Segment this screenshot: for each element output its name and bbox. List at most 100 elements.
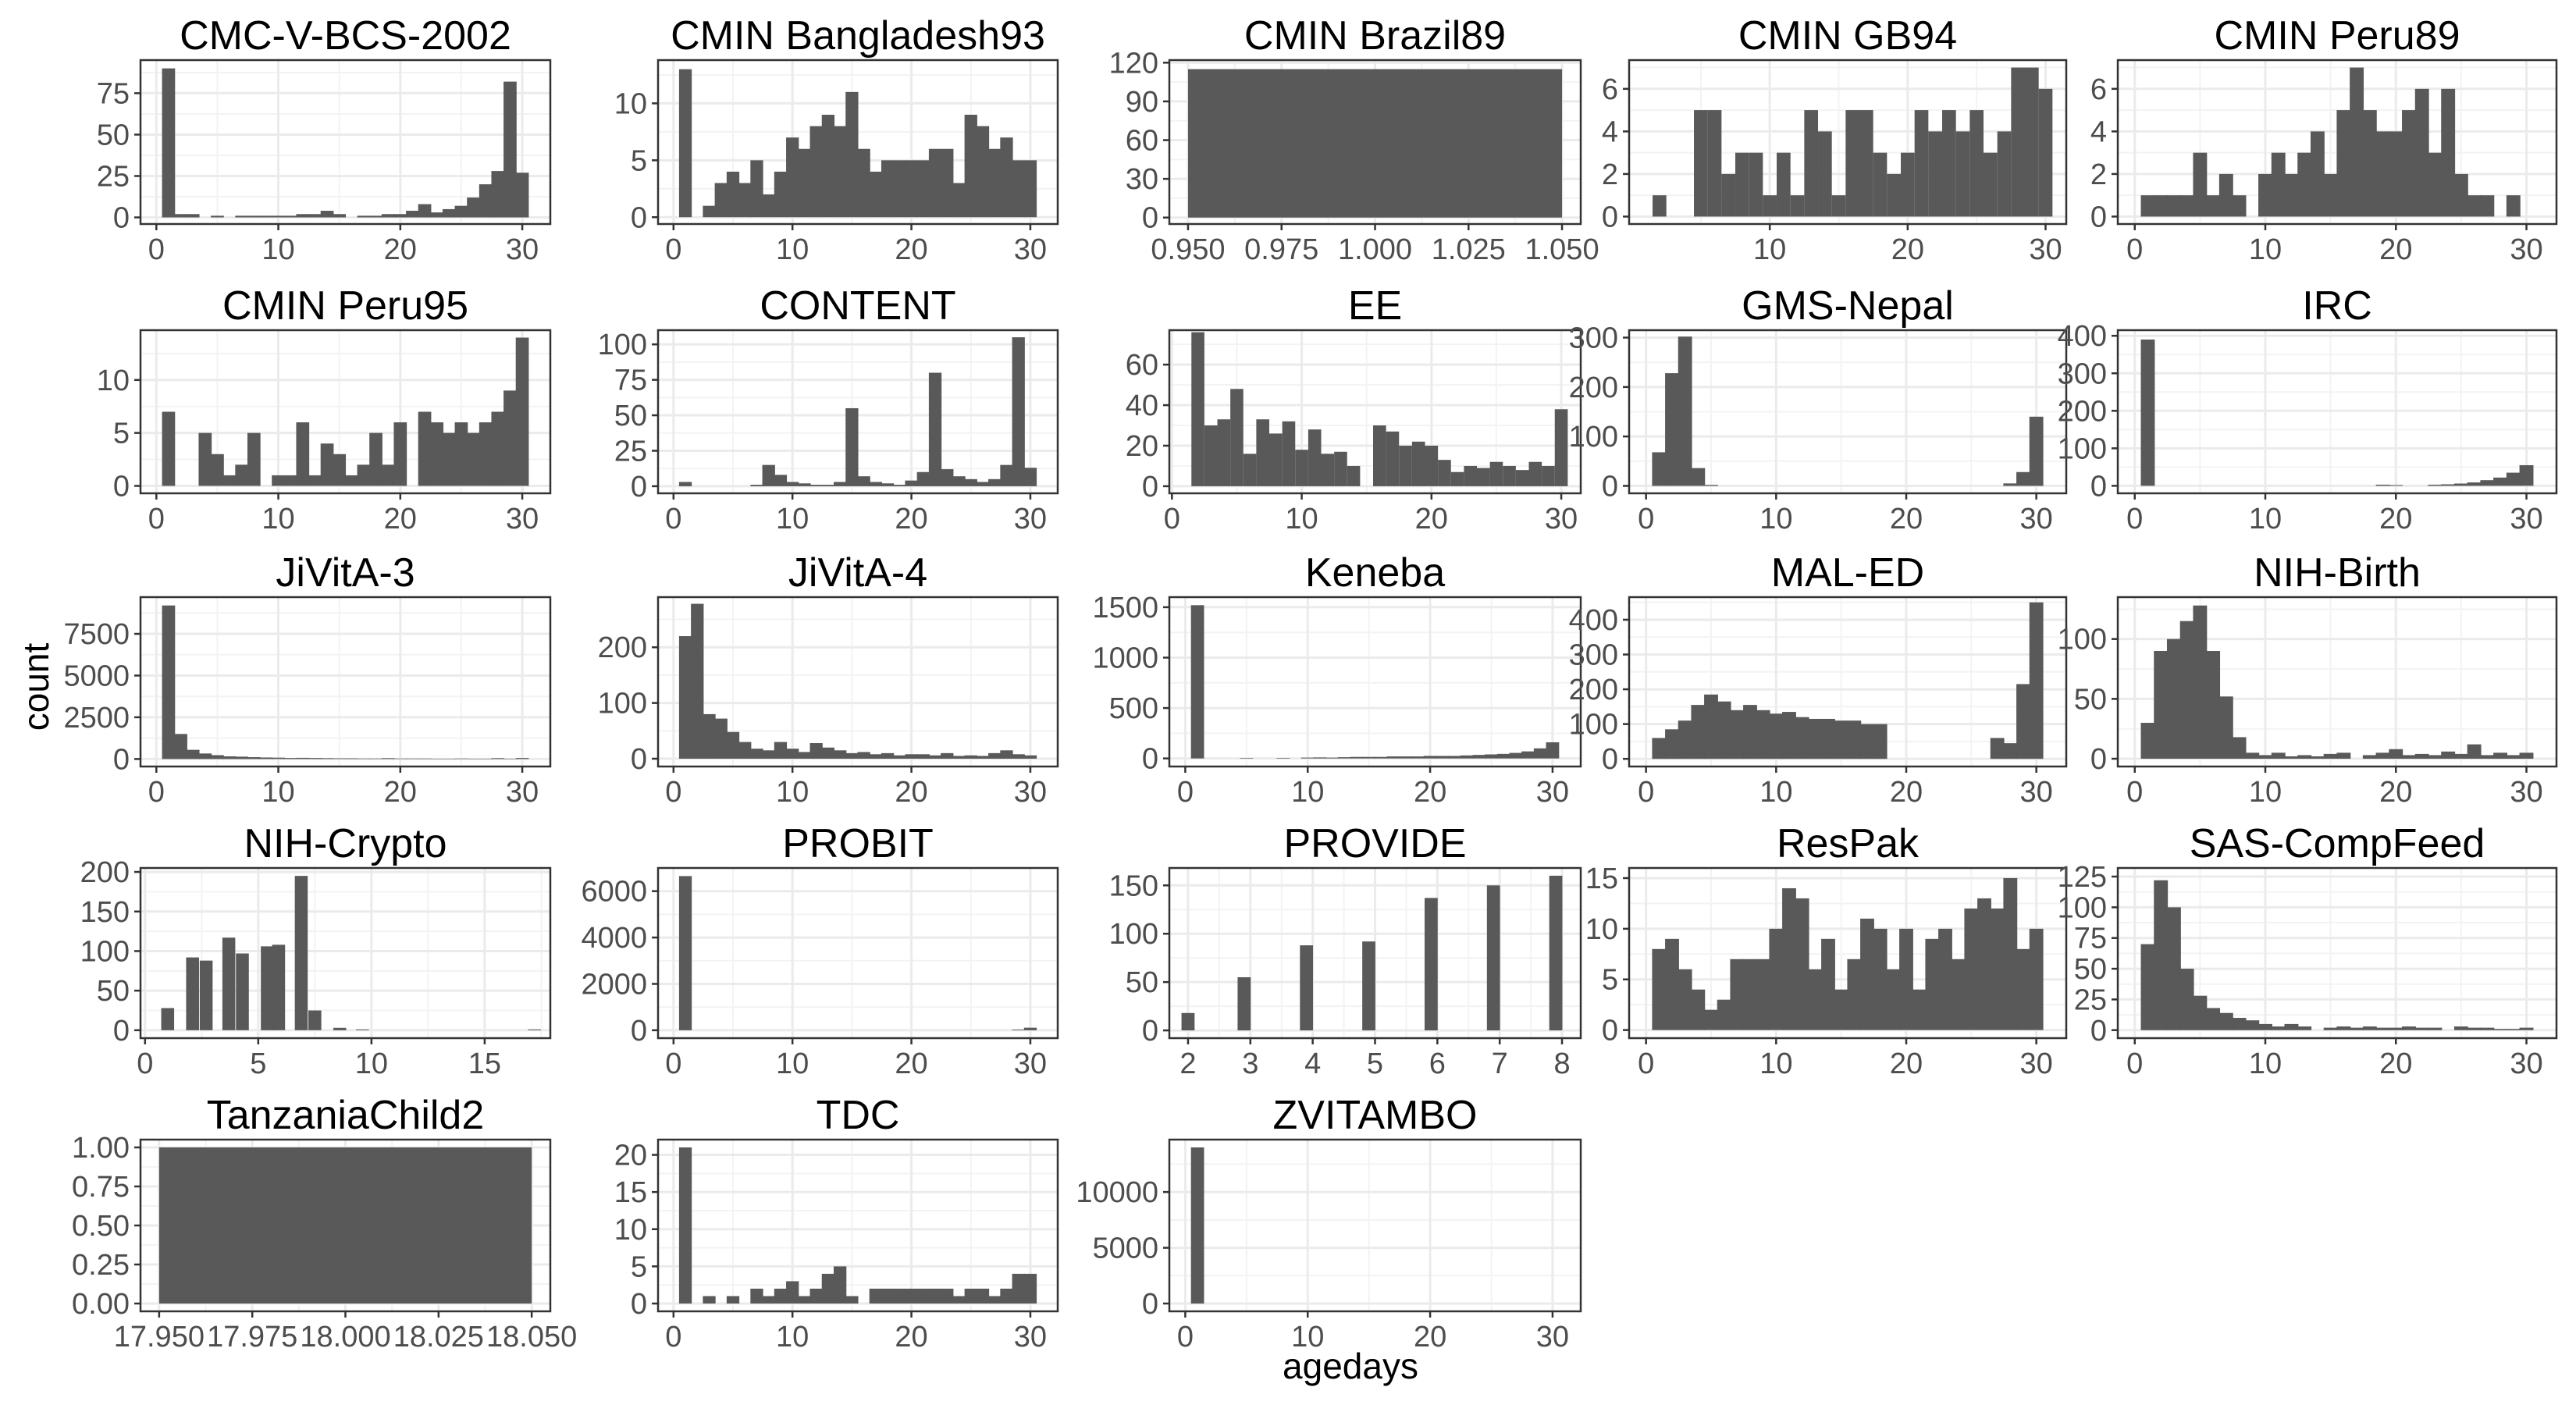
histogram-bar [726,731,740,759]
panel-border [2116,866,2558,1040]
histogram-bar [2506,472,2521,486]
panel-background [658,868,1058,1038]
histogram-bar [941,752,954,759]
histogram-bar [1717,999,1731,1030]
x-tick-label: 20 [895,503,927,535]
histogram-bar [198,432,212,486]
histogram-bar [1704,694,1718,759]
x-tick-label: 20 [2379,233,2412,266]
histogram-bar [726,171,740,218]
histogram-bar [381,464,395,486]
histogram-bar [1012,1273,1025,1304]
histogram-bar [1665,938,1679,1030]
histogram-bar [1282,421,1296,486]
histogram-bar [798,1296,811,1304]
histogram-bar [161,1008,175,1030]
y-tick-label: 0 [1142,1015,1158,1048]
x-tick-label: 4 [1304,1048,1321,1080]
y-tick-label: 200 [80,856,130,889]
histogram-bar [1204,425,1218,486]
x-tick-label: 20 [1890,776,1923,809]
histogram-bar [678,635,692,759]
panel-title: NIH-Birth [2254,550,2421,596]
histogram-bar [2206,651,2221,759]
x-tick-label: 20 [895,1048,927,1080]
histogram-bar [2467,482,2482,486]
y-tick-label: 125 [2058,861,2107,894]
x-tick-label: 8 [1553,1048,1570,1080]
histogram-bar [296,214,310,218]
y-tick-label: 0 [1602,471,1618,503]
x-tick-label: 20 [1890,503,1923,535]
x-tick-label: 10 [1759,776,1792,809]
histogram-bar [798,148,811,218]
panel-border [656,596,1059,768]
histogram-bar [2493,1029,2508,1030]
histogram-bar [1955,131,1970,217]
histogram-bar [988,752,1002,759]
x-tick-label: 20 [2379,1048,2412,1080]
panel-border [1628,59,2068,226]
histogram-bar [503,390,517,486]
x-tick-label: 0 [1164,503,1180,535]
histogram-bar [1190,605,1204,759]
histogram-bar [1300,757,1315,759]
histogram-bar [2029,602,2044,759]
histogram-bar [1743,959,1757,1030]
histogram-bar [1847,720,1862,759]
panel-border [656,59,1059,226]
histogram-bar [1533,748,1547,759]
y-tick-label: 0 [2090,470,2107,503]
histogram-bar [1691,989,1706,1030]
histogram-bar [1704,1009,1718,1030]
histogram-bar [1782,887,1796,1030]
x-tick-label: 30 [2510,1048,2542,1080]
x-tick-label: 0 [148,503,165,535]
histogram-bar [2402,1026,2416,1030]
histogram-bar [1230,389,1244,486]
histogram-bar [976,1288,990,1304]
histogram-bar [2011,67,2026,217]
histogram-bar [333,454,347,486]
x-tick-label: 0 [665,503,681,535]
histogram-bar [1749,152,1763,217]
histogram-bar [703,205,716,218]
histogram-bar [893,485,906,486]
histogram-bar [1012,754,1025,759]
histogram-bar [1704,485,1718,486]
panel-border [2116,59,2558,226]
histogram-bar [357,215,371,218]
histogram-bar [2206,195,2221,217]
histogram-bar [1023,1273,1037,1304]
histogram-bar [1023,755,1037,759]
histogram-bar [2506,755,2521,759]
x-tick-label: 0 [2126,1048,2143,1080]
histogram-bar [2480,1027,2495,1030]
y-tick-label: 100 [1109,918,1158,951]
histogram-bar [320,211,334,218]
panel-border [656,329,1059,495]
histogram-bar [1691,705,1706,759]
histogram-bar [881,1288,895,1304]
y-tick-label: 90 [1126,86,1158,119]
histogram-bar [259,757,273,759]
x-tick-label: 0 [2126,233,2143,266]
histogram-bar [941,148,954,218]
y-tick-label: 100 [80,935,130,968]
histogram-bar [1769,928,1784,1030]
histogram-bar [247,215,261,218]
histogram-bar [1665,373,1679,486]
histogram-bar [845,752,859,759]
histogram-bar [2389,749,2403,759]
y-tick-label: 0 [1602,743,1618,776]
y-tick-label: 200 [598,631,647,664]
y-tick-label: 500 [1109,692,1158,725]
histogram-bar [418,204,432,218]
histogram-bar [320,443,334,486]
histogram-bar [222,756,237,759]
y-tick-label: 10 [1585,913,1618,946]
histogram-bar [1847,959,1862,1030]
histogram-bar [1485,754,1498,759]
panel-cmin-gb94: 10 20 30 0 2 4 6 CMIN GB94 [1602,13,2068,266]
